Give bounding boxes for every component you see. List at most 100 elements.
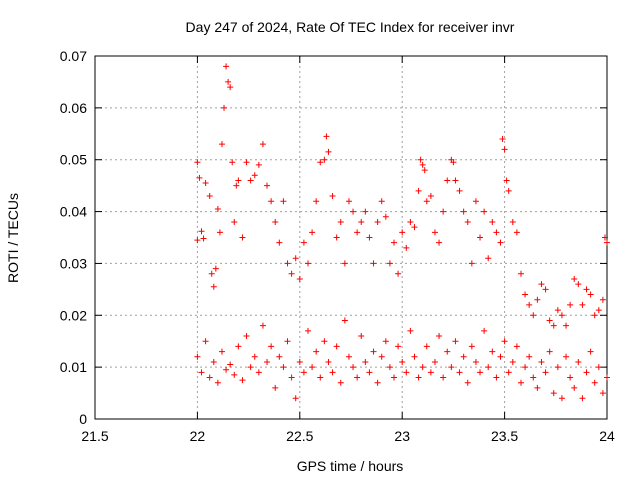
data-point: [497, 239, 504, 246]
data-point: [264, 358, 271, 365]
y-tick-label: 0: [79, 411, 87, 427]
data-point: [530, 374, 537, 381]
data-point: [288, 374, 295, 381]
data-point: [468, 343, 475, 350]
data-point: [563, 353, 570, 360]
data-point: [493, 374, 500, 381]
x-tick-label: 24: [599, 428, 615, 444]
data-point: [214, 379, 221, 386]
data-point: [522, 364, 529, 371]
data-point: [595, 307, 602, 314]
x-axis-label: GPS time / hours: [297, 458, 404, 474]
data-point: [374, 218, 381, 225]
x-tick-label: 22: [190, 428, 206, 444]
data-point: [517, 270, 524, 277]
data-point: [431, 229, 438, 236]
data-point: [284, 338, 291, 345]
data-point: [575, 358, 582, 365]
data-point: [452, 177, 459, 184]
data-point: [503, 177, 510, 184]
y-tick-label: 0.02: [60, 307, 87, 323]
data-point: [255, 161, 262, 168]
data-point: [370, 348, 377, 355]
data-point: [599, 296, 606, 303]
data-point: [423, 198, 430, 205]
plot-frame: [94, 55, 608, 420]
data-point: [513, 229, 520, 236]
data-point: [538, 358, 545, 365]
data-point: [354, 229, 361, 236]
data-point: [345, 353, 352, 360]
data-point: [436, 239, 443, 246]
data-point: [604, 374, 610, 381]
data-point: [485, 364, 492, 371]
data-point: [399, 358, 406, 365]
data-point: [194, 159, 201, 166]
data-point: [309, 229, 316, 236]
data-point: [526, 353, 533, 360]
y-axis-label: ROTI / TECUs: [5, 193, 21, 283]
data-point: [538, 281, 545, 288]
data-point: [366, 369, 373, 376]
data-point: [321, 338, 328, 345]
data-point: [444, 177, 451, 184]
data-point: [200, 235, 207, 242]
data-point: [542, 286, 549, 293]
data-point: [296, 275, 303, 282]
data-point: [421, 167, 428, 174]
data-point: [223, 63, 230, 70]
data-point: [481, 208, 488, 215]
data-point: [231, 218, 238, 225]
data-point: [378, 198, 385, 205]
data-point: [604, 239, 610, 246]
data-point: [509, 358, 516, 365]
data-point: [333, 234, 340, 241]
data-point: [468, 260, 475, 267]
data-point: [235, 177, 242, 184]
data-point: [567, 301, 574, 308]
data-point: [395, 270, 402, 277]
data-point: [444, 348, 451, 355]
data-point: [202, 338, 209, 345]
data-point: [481, 327, 488, 334]
data-point: [403, 244, 410, 251]
data-point: [296, 358, 303, 365]
data-point: [517, 379, 524, 386]
data-point: [313, 348, 320, 355]
data-point: [599, 390, 606, 397]
data-point: [601, 234, 608, 241]
data-point: [325, 358, 332, 365]
data-point: [386, 260, 393, 267]
data-point: [341, 317, 348, 324]
data-point: [440, 374, 447, 381]
data-point: [231, 371, 238, 378]
data-point: [382, 338, 389, 345]
data-point: [212, 265, 219, 272]
data-point: [501, 338, 508, 345]
data-point: [350, 208, 357, 215]
data-point: [233, 182, 240, 189]
data-point: [550, 322, 557, 329]
data-point: [337, 218, 344, 225]
data-point: [196, 174, 203, 181]
x-tick-label: 21.5: [81, 428, 108, 444]
data-point: [505, 187, 512, 194]
y-tick-label: 0.06: [60, 100, 87, 116]
data-point: [251, 172, 258, 179]
data-point: [567, 374, 574, 381]
data-point: [546, 317, 553, 324]
data-point: [194, 237, 201, 244]
data-point: [206, 374, 213, 381]
data-point: [427, 369, 434, 376]
data-point: [391, 374, 398, 381]
data-point: [464, 218, 471, 225]
data-point: [210, 358, 217, 365]
data-point: [227, 84, 234, 91]
data-point: [460, 208, 467, 215]
data-point: [550, 390, 557, 397]
data-point: [542, 369, 549, 376]
data-point: [243, 159, 250, 166]
data-point: [411, 224, 418, 231]
data-point: [501, 146, 508, 153]
data-point: [530, 312, 537, 319]
